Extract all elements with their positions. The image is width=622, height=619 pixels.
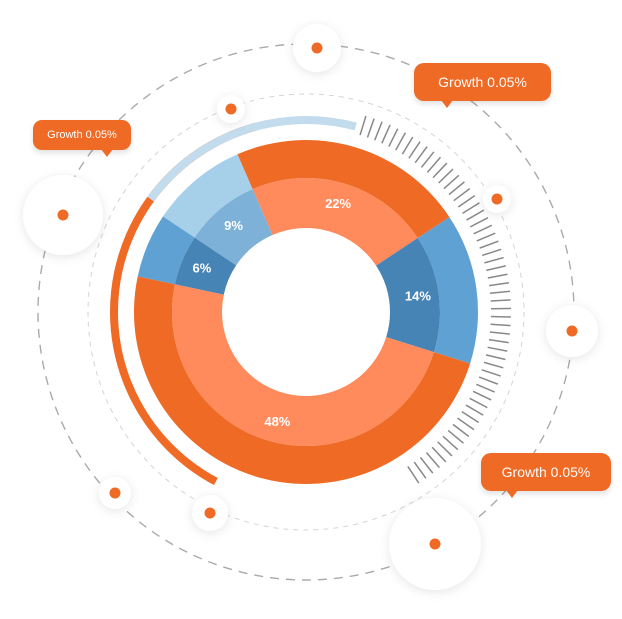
tick-mark — [396, 133, 406, 150]
tick-mark — [490, 291, 510, 293]
tick-mark — [488, 347, 508, 351]
tick-mark — [482, 249, 501, 255]
marker-dot — [110, 488, 121, 499]
tick-mark — [488, 274, 508, 278]
tick-mark — [484, 362, 503, 367]
marker-dot — [205, 508, 216, 519]
tick-mark — [382, 125, 390, 143]
tick-mark — [443, 436, 458, 449]
tick-mark — [439, 169, 453, 183]
tick-mark — [375, 122, 382, 141]
tick-mark — [486, 266, 505, 270]
callout-growth-top-right: Growth 0.05% — [414, 63, 551, 101]
tick-mark — [491, 300, 511, 301]
tick-mark — [473, 391, 491, 400]
tick-mark — [486, 355, 505, 360]
tick-mark — [402, 137, 412, 154]
tick-mark — [367, 119, 374, 138]
tick-mark — [491, 324, 511, 325]
tick-mark — [466, 405, 483, 415]
tick-mark — [415, 147, 427, 163]
tick-mark — [458, 418, 474, 429]
tick-mark — [484, 258, 503, 263]
tick-mark — [426, 452, 439, 467]
tick-mark — [414, 462, 426, 478]
slice-label-3: 6% — [192, 261, 211, 276]
tick-mark — [408, 466, 419, 483]
marker-dot — [567, 326, 578, 337]
tick-mark — [433, 163, 447, 178]
tick-mark — [449, 182, 464, 195]
tick-mark — [463, 203, 480, 214]
tick-mark — [453, 424, 469, 436]
tick-mark — [444, 175, 459, 188]
tick-mark — [479, 377, 498, 384]
marker-dot — [430, 539, 441, 550]
slice-label-0: 22% — [325, 196, 351, 211]
tick-mark — [389, 129, 398, 147]
tick-mark — [432, 447, 446, 462]
tick-mark — [427, 157, 440, 172]
tick-mark — [467, 210, 484, 220]
marker-dot — [58, 210, 69, 221]
slice-label-1: 14% — [405, 289, 431, 304]
callout-growth-bottom-right: Growth 0.05% — [481, 453, 611, 491]
tick-mark — [470, 218, 488, 227]
tick-mark — [454, 189, 470, 201]
tick-mark — [476, 384, 494, 392]
marker-dot — [492, 194, 503, 205]
tick-mark — [489, 340, 509, 343]
tick-mark — [489, 283, 509, 286]
tick-mark — [490, 332, 510, 334]
tick-mark — [474, 225, 492, 233]
tick-mark — [360, 116, 366, 135]
tick-mark — [477, 233, 495, 241]
tick-mark — [480, 241, 499, 248]
tick-mark — [409, 142, 420, 159]
tick-mark — [438, 442, 452, 456]
tick-mark — [420, 457, 432, 473]
slice-label-4: 9% — [224, 218, 243, 233]
tick-mark — [448, 430, 463, 443]
tick-mark — [458, 196, 474, 207]
tick-mark — [470, 398, 488, 407]
marker-dot — [312, 43, 323, 54]
callout-growth-top-left: Growth 0.05% — [33, 120, 131, 150]
tick-mark — [421, 152, 433, 168]
slice-label-2: 48% — [264, 414, 290, 429]
tick-mark — [482, 370, 501, 376]
marker-dot — [226, 104, 237, 115]
tick-mark — [462, 412, 479, 423]
